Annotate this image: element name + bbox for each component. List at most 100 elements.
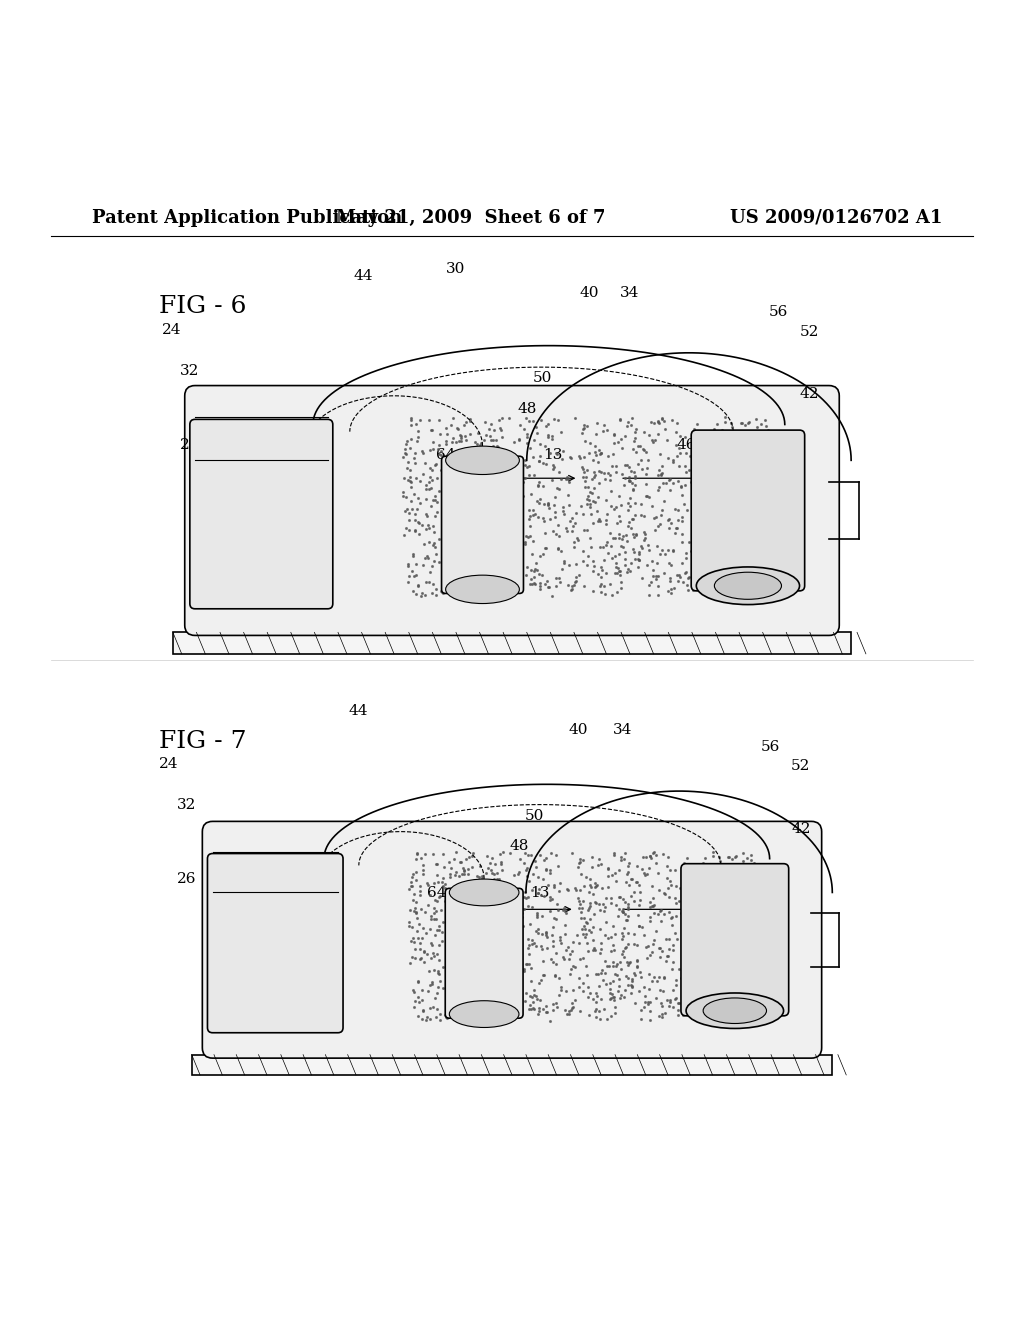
Point: [429, 467, 445, 488]
Point: [739, 436, 756, 457]
Point: [697, 908, 714, 929]
Point: [499, 516, 515, 537]
Point: [500, 887, 516, 908]
Point: [682, 958, 698, 979]
Point: [685, 985, 701, 1006]
Point: [614, 898, 631, 919]
Point: [579, 488, 595, 510]
Point: [450, 541, 466, 562]
Point: [751, 429, 767, 450]
Point: [436, 552, 453, 573]
Point: [648, 987, 665, 1008]
Point: [529, 883, 546, 904]
Point: [537, 523, 553, 544]
Point: [646, 903, 663, 924]
Point: [734, 871, 751, 892]
Point: [752, 585, 768, 606]
Point: [746, 862, 763, 883]
Point: [530, 450, 547, 471]
Point: [617, 965, 634, 986]
Point: [453, 952, 469, 973]
Point: [475, 457, 492, 478]
Point: [538, 537, 554, 558]
Point: [742, 928, 759, 949]
Point: [628, 525, 644, 546]
Text: 50: 50: [525, 809, 544, 822]
Point: [497, 886, 513, 907]
Point: [677, 562, 693, 583]
Point: [668, 887, 684, 908]
Point: [686, 972, 702, 993]
Point: [688, 975, 705, 997]
Point: [612, 958, 629, 979]
Point: [684, 445, 700, 466]
Point: [742, 917, 759, 939]
Point: [671, 565, 687, 586]
Point: [476, 576, 493, 597]
Point: [450, 449, 466, 470]
Point: [743, 475, 760, 496]
Point: [467, 432, 483, 453]
Point: [585, 561, 601, 582]
Point: [570, 968, 587, 989]
Point: [416, 941, 432, 962]
Point: [422, 457, 438, 478]
Point: [725, 894, 741, 915]
Point: [692, 462, 709, 483]
Point: [525, 932, 542, 953]
Point: [577, 576, 593, 597]
Point: [527, 573, 544, 594]
Point: [484, 578, 501, 599]
Point: [500, 475, 516, 496]
Point: [430, 438, 446, 459]
Point: [420, 875, 436, 896]
Point: [653, 408, 670, 429]
Point: [727, 846, 743, 867]
Point: [553, 469, 569, 490]
Point: [538, 921, 554, 942]
Text: 64: 64: [427, 887, 447, 900]
Point: [439, 927, 456, 948]
Point: [618, 416, 635, 437]
Point: [722, 471, 738, 492]
Point: [668, 875, 684, 896]
Point: [552, 929, 568, 950]
Point: [706, 1003, 722, 1024]
Point: [560, 484, 577, 506]
Point: [662, 871, 678, 892]
Point: [527, 857, 544, 878]
Point: [401, 565, 418, 586]
Point: [431, 919, 447, 940]
Point: [568, 553, 585, 574]
Point: [402, 408, 419, 429]
Point: [413, 492, 429, 513]
Point: [513, 482, 529, 503]
Point: [724, 541, 740, 562]
Point: [561, 554, 578, 576]
Point: [694, 433, 711, 454]
Point: [743, 843, 760, 865]
Point: [709, 478, 725, 499]
Point: [689, 413, 706, 434]
Point: [686, 418, 702, 440]
Point: [662, 479, 678, 500]
Point: [723, 492, 739, 513]
Point: [485, 533, 502, 554]
Point: [531, 488, 548, 510]
Point: [517, 450, 534, 471]
Point: [419, 545, 435, 566]
Point: [646, 894, 663, 915]
Point: [645, 565, 662, 586]
Point: [582, 892, 598, 913]
Point: [437, 973, 454, 994]
Point: [610, 886, 627, 907]
Text: Patent Application Publication: Patent Application Publication: [92, 209, 402, 227]
Point: [402, 931, 419, 952]
Point: [456, 581, 472, 602]
Point: [434, 582, 451, 603]
Point: [412, 948, 428, 969]
Point: [676, 494, 692, 515]
Text: 26: 26: [176, 873, 197, 886]
Point: [422, 884, 438, 906]
Point: [427, 454, 443, 475]
